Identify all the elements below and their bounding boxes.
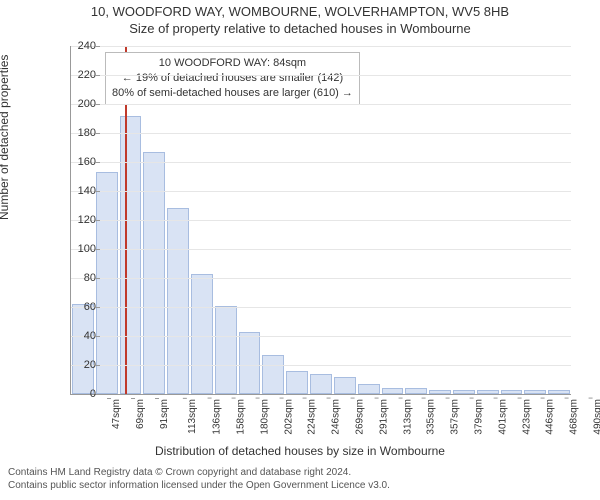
y-tick-label: 60 bbox=[60, 301, 96, 313]
gridline bbox=[71, 249, 571, 250]
x-tick-label: 246sqm bbox=[331, 399, 342, 435]
annotation-box: 10 WOODFORD WAY: 84sqm ← 19% of detached… bbox=[105, 52, 360, 105]
annotation-line3: 80% of semi-detached houses are larger (… bbox=[112, 86, 353, 101]
annotation-line2: ← 19% of detached houses are smaller (14… bbox=[112, 71, 353, 86]
x-tick-label: 269sqm bbox=[355, 399, 366, 435]
x-tick-label: 468sqm bbox=[569, 399, 580, 435]
page-title-line2: Size of property relative to detached ho… bbox=[0, 21, 600, 36]
gridline bbox=[71, 365, 571, 366]
x-tick-label: 446sqm bbox=[545, 399, 556, 435]
y-tick-label: 80 bbox=[60, 272, 96, 284]
bar bbox=[310, 374, 332, 394]
x-tick-label: 490sqm bbox=[593, 399, 600, 435]
gridline bbox=[71, 307, 571, 308]
x-tick-label: 202sqm bbox=[283, 399, 294, 435]
gridline bbox=[71, 278, 571, 279]
bar bbox=[358, 384, 380, 394]
gridline bbox=[71, 75, 571, 76]
bar bbox=[120, 116, 142, 394]
y-tick-label: 200 bbox=[60, 98, 96, 110]
bar bbox=[286, 371, 308, 394]
bar bbox=[96, 172, 118, 394]
x-tick-label: 158sqm bbox=[236, 399, 247, 435]
bar bbox=[215, 306, 237, 394]
y-axis-label: Number of detached properties bbox=[0, 55, 11, 220]
bar bbox=[167, 208, 189, 394]
bar bbox=[548, 390, 570, 394]
x-axis-label: Distribution of detached houses by size … bbox=[0, 444, 600, 458]
x-tick-label: 313sqm bbox=[402, 399, 413, 435]
x-tick-label: 136sqm bbox=[212, 399, 223, 435]
footer-attribution: Contains HM Land Registry data © Crown c… bbox=[8, 466, 592, 492]
bar bbox=[405, 388, 427, 394]
y-tick-label: 220 bbox=[60, 69, 96, 81]
x-tick-label: 423sqm bbox=[521, 399, 532, 435]
x-tick-label: 379sqm bbox=[474, 399, 485, 435]
x-tick-label: 357sqm bbox=[450, 399, 461, 435]
y-tick-label: 40 bbox=[60, 330, 96, 342]
bar bbox=[524, 390, 546, 394]
footer-line2: Contains public sector information licen… bbox=[8, 479, 592, 492]
bar bbox=[72, 304, 94, 394]
y-tick-label: 180 bbox=[60, 127, 96, 139]
x-tick-label: 69sqm bbox=[135, 399, 146, 429]
gridline bbox=[71, 191, 571, 192]
gridline bbox=[71, 336, 571, 337]
y-tick-label: 120 bbox=[60, 214, 96, 226]
annotation-line1: 10 WOODFORD WAY: 84sqm bbox=[112, 56, 353, 71]
y-tick-label: 0 bbox=[60, 388, 96, 400]
x-tick-label: 180sqm bbox=[259, 399, 270, 435]
gridline bbox=[71, 220, 571, 221]
bar bbox=[239, 332, 261, 394]
bar bbox=[501, 390, 523, 394]
bar bbox=[262, 355, 284, 394]
x-tick-label: 47sqm bbox=[111, 399, 122, 429]
y-tick-label: 140 bbox=[60, 185, 96, 197]
x-tick-label: 291sqm bbox=[378, 399, 389, 435]
y-tick-label: 160 bbox=[60, 156, 96, 168]
bar bbox=[143, 152, 165, 394]
x-tick-label: 224sqm bbox=[307, 399, 318, 435]
bar bbox=[191, 274, 213, 394]
chart-plot-area: 10 WOODFORD WAY: 84sqm ← 19% of detached… bbox=[70, 46, 571, 395]
footer-line1: Contains HM Land Registry data © Crown c… bbox=[8, 466, 592, 479]
y-tick-label: 20 bbox=[60, 359, 96, 371]
bar bbox=[334, 377, 356, 394]
x-tick-label: 401sqm bbox=[497, 399, 508, 435]
x-tick-label: 113sqm bbox=[187, 399, 198, 434]
gridline bbox=[71, 162, 571, 163]
gridline bbox=[71, 104, 571, 105]
x-tick-label: 335sqm bbox=[426, 399, 437, 435]
bar bbox=[453, 390, 475, 394]
gridline bbox=[71, 46, 571, 47]
gridline bbox=[71, 133, 571, 134]
bar bbox=[429, 390, 451, 394]
y-tick-label: 240 bbox=[60, 40, 96, 52]
x-tick-label: 91sqm bbox=[159, 399, 170, 429]
page-title-line1: 10, WOODFORD WAY, WOMBOURNE, WOLVERHAMPT… bbox=[0, 4, 600, 19]
bar bbox=[477, 390, 499, 394]
y-tick-label: 100 bbox=[60, 243, 96, 255]
bar bbox=[382, 388, 404, 394]
